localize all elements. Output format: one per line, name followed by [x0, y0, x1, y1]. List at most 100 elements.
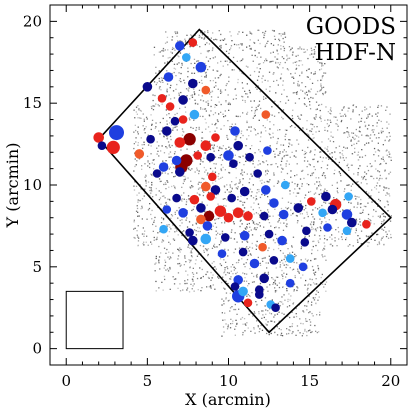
coverage-speckle — [220, 177, 222, 179]
coverage-speckle — [321, 62, 323, 64]
coverage-speckle — [307, 302, 309, 304]
coverage-speckle — [169, 87, 171, 89]
data-point — [249, 258, 260, 269]
coverage-speckle — [174, 186, 176, 188]
coverage-speckle — [219, 157, 221, 159]
coverage-speckle — [282, 37, 284, 40]
coverage-speckle — [388, 151, 390, 153]
coverage-speckle — [310, 72, 312, 74]
coverage-speckle — [173, 71, 175, 74]
coverage-speckle — [239, 43, 242, 45]
coverage-speckle — [205, 76, 207, 78]
coverage-speckle — [293, 155, 295, 157]
coverage-speckle — [298, 84, 300, 86]
coverage-speckle — [246, 227, 248, 229]
coverage-speckle — [235, 262, 238, 264]
coverage-speckle — [324, 177, 327, 179]
coverage-speckle — [312, 269, 315, 271]
coverage-speckle — [314, 271, 317, 273]
coverage-speckle — [199, 187, 201, 189]
coverage-speckle — [280, 33, 282, 35]
coverage-speckle — [228, 109, 230, 111]
coverage-speckle — [342, 115, 344, 117]
coverage-speckle — [312, 245, 314, 248]
coverage-speckle — [300, 246, 303, 248]
coverage-speckle — [214, 104, 217, 106]
coverage-speckle — [159, 197, 162, 199]
coverage-speckle — [327, 138, 330, 140]
coverage-speckle — [225, 297, 227, 299]
coverage-speckle — [187, 274, 189, 276]
coverage-speckle — [310, 331, 312, 334]
coverage-speckle — [133, 109, 135, 111]
coverage-speckle — [205, 74, 207, 76]
coverage-speckle — [259, 264, 262, 266]
data-point — [347, 217, 357, 228]
coverage-speckle — [180, 199, 182, 201]
coverage-speckle — [227, 267, 229, 270]
coverage-speckle — [285, 102, 287, 104]
coverage-speckle — [389, 113, 391, 115]
coverage-speckle — [314, 197, 316, 199]
coverage-speckle — [162, 77, 164, 79]
coverage-speckle — [253, 213, 255, 215]
coverage-speckle — [215, 234, 218, 236]
coverage-speckle — [176, 31, 178, 33]
coverage-speckle — [309, 329, 311, 331]
coverage-speckle — [290, 202, 292, 204]
coverage-speckle — [174, 151, 176, 153]
coverage-speckle — [234, 248, 237, 250]
coverage-speckle — [152, 109, 155, 111]
coverage-speckle — [276, 334, 279, 336]
coverage-speckle — [331, 227, 333, 229]
coverage-speckle — [320, 68, 323, 70]
coverage-speckle — [172, 127, 174, 129]
data-point — [106, 140, 120, 154]
coverage-speckle — [325, 281, 328, 283]
coverage-speckle — [180, 264, 182, 266]
coverage-speckle — [388, 230, 390, 232]
coverage-speckle — [176, 112, 178, 115]
coverage-speckle — [143, 129, 145, 131]
coverage-speckle — [286, 59, 288, 61]
coverage-speckle — [221, 176, 224, 178]
coverage-speckle — [155, 194, 157, 196]
coverage-speckle — [323, 172, 325, 174]
coverage-speckle — [229, 278, 231, 280]
coverage-speckle — [259, 216, 261, 218]
coverage-speckle — [191, 35, 193, 37]
coverage-speckle — [361, 156, 364, 158]
coverage-speckle — [323, 190, 325, 192]
coverage-speckle — [188, 166, 190, 168]
coverage-speckle — [170, 217, 172, 219]
coverage-speckle — [225, 148, 227, 150]
coverage-speckle — [258, 71, 260, 73]
coverage-speckle — [353, 138, 356, 141]
coverage-speckle — [150, 241, 152, 243]
coverage-speckle — [257, 164, 259, 166]
coverage-speckle — [255, 198, 258, 200]
coverage-speckle — [204, 248, 207, 250]
coverage-speckle — [334, 240, 336, 242]
coverage-speckle — [346, 164, 348, 167]
coverage-speckle — [240, 173, 242, 175]
coverage-speckle — [288, 329, 290, 331]
coverage-speckle — [263, 289, 265, 291]
coverage-speckle — [267, 262, 269, 264]
coverage-speckle — [192, 276, 195, 278]
coverage-speckle — [282, 144, 285, 146]
coverage-speckle — [265, 58, 267, 60]
coverage-speckle — [196, 167, 198, 169]
coverage-speckle — [307, 133, 310, 136]
coverage-speckle — [376, 243, 379, 246]
coverage-speckle — [360, 230, 363, 232]
coverage-speckle — [208, 286, 210, 288]
coverage-speckle — [375, 188, 378, 190]
coverage-speckle — [253, 281, 255, 283]
data-point — [269, 198, 279, 208]
coverage-speckle — [154, 216, 156, 219]
coverage-speckle — [184, 82, 186, 84]
coverage-speckle — [296, 183, 299, 186]
coverage-speckle — [217, 232, 219, 234]
coverage-speckle — [299, 213, 301, 215]
